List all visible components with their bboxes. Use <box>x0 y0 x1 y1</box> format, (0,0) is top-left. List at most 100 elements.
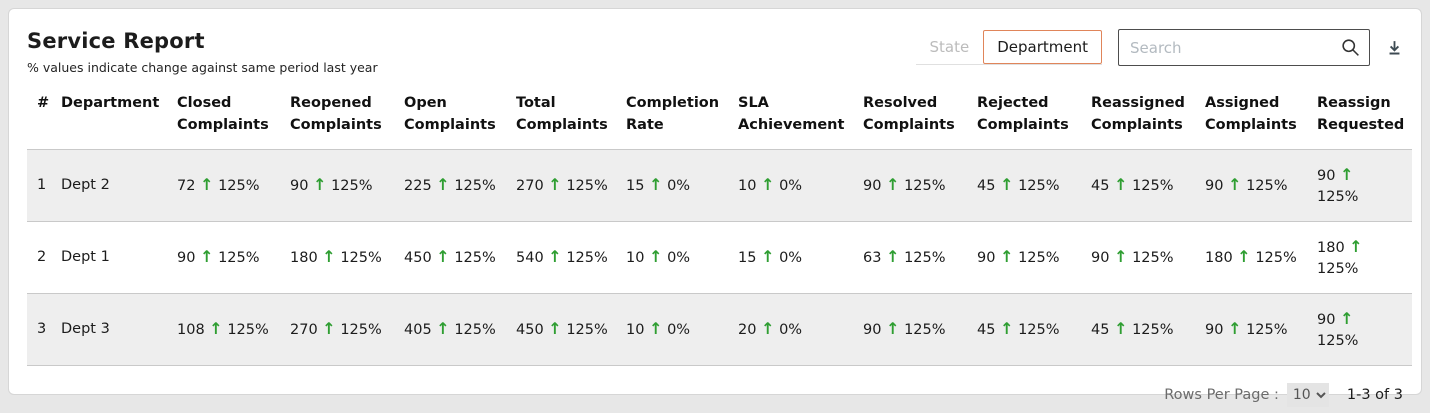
arrow-up-icon: ↑ <box>886 175 900 194</box>
metric-change: 125% <box>566 250 608 267</box>
rows-per-page-select[interactable]: 10 <box>1286 382 1329 407</box>
search-box <box>1118 29 1370 66</box>
metric-value: 15 <box>738 250 757 267</box>
arrow-up-icon: ↑ <box>1114 247 1128 267</box>
arrow-up-icon: ↑ <box>548 175 562 194</box>
arrow-up-icon: ↑ <box>322 319 336 339</box>
metric-value: 90 <box>290 178 309 194</box>
arrow-up-icon: ↑ <box>649 175 663 194</box>
arrow-up-icon: ↑ <box>1340 308 1354 328</box>
metric-change: 0% <box>779 322 803 339</box>
metric-cell: 90 ↑ 125% <box>859 149 973 221</box>
arrow-up-icon: ↑ <box>1237 247 1251 267</box>
search-icon[interactable] <box>1340 37 1361 58</box>
metric-cell: 15 ↑ 0% <box>622 149 734 221</box>
metric-cell: 225 ↑ 125% <box>400 149 512 221</box>
metric-cell: 10 ↑ 0% <box>734 149 859 221</box>
title-block: Service Report % values indicate change … <box>27 23 378 75</box>
metric-change: 125% <box>227 322 269 339</box>
metric-value: 270 <box>290 322 318 339</box>
arrow-up-icon: ↑ <box>886 319 900 339</box>
metric-cell: 90 ↑ 125% <box>1313 293 1412 365</box>
metric-value: 450 <box>516 322 544 339</box>
column-header: Open Complaints <box>404 95 496 133</box>
metric-value: 45 <box>1091 322 1110 339</box>
download-button[interactable] <box>1386 35 1403 60</box>
view-toggle-state[interactable]: State <box>916 30 984 64</box>
metric-value: 225 <box>404 178 432 194</box>
arrow-up-icon: ↑ <box>761 175 775 194</box>
topbar: Service Report % values indicate change … <box>27 23 1403 75</box>
metric-value: 540 <box>516 250 544 267</box>
arrow-up-icon: ↑ <box>761 319 775 339</box>
metric-value: 270 <box>516 178 544 194</box>
metric-cell: 10 ↑ 0% <box>622 221 734 293</box>
metric-cell: 45 ↑ 125% <box>1087 293 1201 365</box>
metric-value: 90 <box>1091 250 1110 267</box>
search-input[interactable] <box>1118 29 1370 66</box>
service-report-table: # Department Closed Complaints Reopened Com… <box>27 83 1412 366</box>
table-row: 2 Dept 1 90 ↑ 125% 180 ↑ 125% 450 ↑ 125% 540 … <box>27 221 1412 293</box>
metric-change: 0% <box>667 322 691 339</box>
metric-value: 45 <box>977 178 996 194</box>
table-body: 1 Dept 2 72 ↑ 125% 90 ↑ 125% 225 ↑ 125% 270 ↑… <box>27 149 1412 366</box>
metric-change: 125% <box>904 250 946 267</box>
column-header: Rejected Complaints <box>977 95 1069 133</box>
metric-cell: 45 ↑ 125% <box>973 293 1087 365</box>
metric-value: 90 <box>1205 322 1224 339</box>
arrow-up-icon: ↑ <box>761 247 775 267</box>
metric-cell: 90 ↑ 125% <box>1087 221 1201 293</box>
column-header: Reopened Complaints <box>290 95 382 133</box>
metric-change: 125% <box>1132 178 1174 194</box>
arrow-up-icon: ↑ <box>209 319 223 339</box>
metric-cell: 180 ↑ 125% <box>1313 221 1412 293</box>
metric-change: 125% <box>1132 322 1174 339</box>
metric-change: 125% <box>566 322 608 339</box>
metric-change: 125% <box>331 178 373 194</box>
metric-cell: 180 ↑ 125% <box>286 221 400 293</box>
metric-change: 0% <box>779 250 803 267</box>
metric-value: 90 <box>977 250 996 267</box>
metric-value: 63 <box>863 250 882 267</box>
metric-value: 405 <box>404 322 432 339</box>
metric-value: 90 <box>177 250 196 267</box>
metric-change: 125% <box>1018 322 1060 339</box>
metric-cell: 450 ↑ 125% <box>400 221 512 293</box>
download-icon <box>1389 41 1400 55</box>
metric-value: 45 <box>977 322 996 339</box>
metric-value: 90 <box>1205 178 1224 194</box>
column-header: Reassign Requested <box>1317 95 1405 133</box>
metric-cell: 72 ↑ 125% <box>173 149 286 221</box>
metric-value: 72 <box>177 178 196 194</box>
arrow-up-icon: ↑ <box>1114 175 1128 194</box>
metric-cell: 45 ↑ 125% <box>1087 149 1201 221</box>
arrow-up-icon: ↑ <box>548 319 562 339</box>
view-toggle-department[interactable]: Department <box>983 30 1102 64</box>
column-header: Reassigned Complaints <box>1091 95 1185 133</box>
metric-cell: 63 ↑ 125% <box>859 221 973 293</box>
metric-value: 180 <box>1205 250 1233 267</box>
row-index: 2 <box>37 248 47 265</box>
arrow-up-icon: ↑ <box>200 247 214 267</box>
metric-change: 125% <box>454 250 496 267</box>
arrow-up-icon: ↑ <box>436 319 450 339</box>
arrow-up-icon: ↑ <box>436 247 450 267</box>
column-header: Resolved Complaints <box>863 95 955 133</box>
column-header: SLA Achievement <box>738 95 845 133</box>
arrow-up-icon: ↑ <box>1000 319 1014 339</box>
metric-value: 90 <box>1317 311 1336 328</box>
rows-per-page-label: Rows Per Page : <box>1164 386 1279 403</box>
metric-value: 15 <box>626 178 645 194</box>
arrow-up-icon: ↑ <box>436 175 450 194</box>
metric-change: 125% <box>1018 178 1060 194</box>
arrow-up-icon: ↑ <box>1000 175 1014 194</box>
metric-cell: 405 ↑ 125% <box>400 293 512 365</box>
arrow-up-icon: ↑ <box>649 319 663 339</box>
metric-value: 450 <box>404 250 432 267</box>
metric-change: 125% <box>904 178 946 194</box>
metric-change: 125% <box>1255 250 1297 267</box>
department-cell: Dept 3 <box>61 320 110 337</box>
metric-value: 45 <box>1091 178 1110 194</box>
metric-cell: 20 ↑ 0% <box>734 293 859 365</box>
arrow-up-icon: ↑ <box>313 175 327 194</box>
